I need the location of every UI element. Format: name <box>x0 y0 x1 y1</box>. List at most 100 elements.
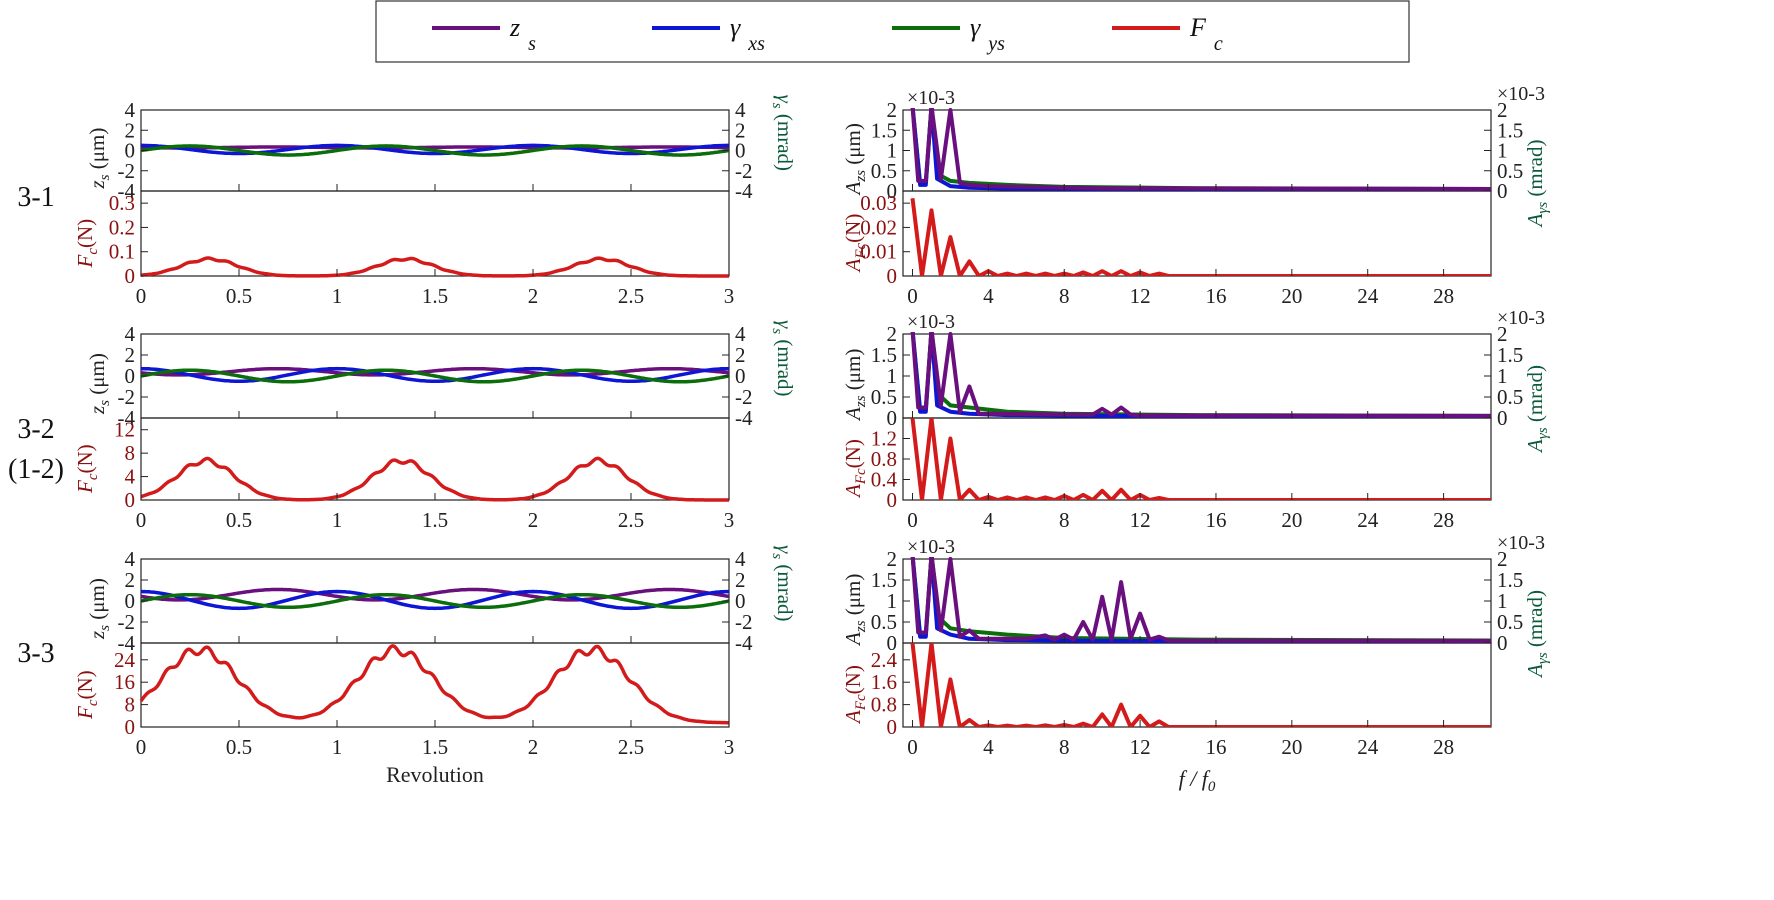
y-tick-label: 0 <box>125 488 136 512</box>
y-tick-label: 0.5 <box>871 385 897 409</box>
spectrum-zs <box>910 557 1491 643</box>
x-tick-label: 12 <box>1130 284 1151 308</box>
series-gamma-ys <box>140 592 730 610</box>
y-tick-label: 0.1 <box>109 240 135 264</box>
gamma-axis-label: γs (mrad) <box>769 545 797 622</box>
series-fc <box>139 644 730 725</box>
y-tick-label: 0 <box>1497 631 1508 655</box>
x-tick-label: 2.5 <box>618 508 644 532</box>
x-tick-label: 0 <box>136 735 147 759</box>
series-gamma-ys <box>140 144 730 157</box>
freq-top-axes <box>902 558 1492 644</box>
x-tick-label: 1.5 <box>422 735 448 759</box>
row-label: 3-1 <box>17 182 54 213</box>
spectrum-gamma-xs <box>910 332 1491 418</box>
y-tick-label: 2.4 <box>871 648 898 672</box>
x-tick-label: 12 <box>1130 508 1151 532</box>
x-tick-label: 4 <box>983 735 994 759</box>
x-tick-label: 12 <box>1130 735 1151 759</box>
x-tick-label: 2.5 <box>618 735 644 759</box>
freq-bottom-axes <box>902 190 1492 277</box>
y-tick-label: 0 <box>1497 406 1508 430</box>
y-tick-label: 2 <box>887 322 898 346</box>
spectrum-gamma-ys <box>910 108 1491 191</box>
y-tick-label: -4 <box>118 179 136 203</box>
y-tick-label: 1.5 <box>1497 568 1523 592</box>
series-gamma-ys <box>140 368 730 384</box>
zs-axis-label: zs (μm) <box>85 578 113 640</box>
y-tick-label: 0.02 <box>860 215 897 239</box>
spectrum-zs <box>910 332 1491 418</box>
y-tick-label: 0 <box>735 139 746 163</box>
gamma-axis-label: γs (mrad) <box>769 95 797 172</box>
y-tick-label: 1 <box>1497 364 1508 388</box>
freq-x-axis-title: f / f0 <box>1179 766 1216 795</box>
y-tick-label: 1.6 <box>871 670 897 694</box>
spectrum-gamma-xs <box>910 108 1491 191</box>
series-gamma-xs <box>140 589 730 611</box>
y-tick-label: 0 <box>887 715 898 739</box>
y-tick-label: 2 <box>735 568 746 592</box>
agamma-axis-label: Aγs (mrad) <box>1523 590 1551 679</box>
exponent-left: ×10-3 <box>907 536 955 558</box>
exponent-left: ×10-3 <box>907 311 955 333</box>
y-tick-label: -2 <box>118 159 136 183</box>
y-tick-label: -2 <box>735 385 753 409</box>
y-tick-label: 0.2 <box>109 215 135 239</box>
x-tick-label: 4 <box>983 508 994 532</box>
y-tick-label: 0.8 <box>871 447 897 471</box>
x-tick-label: 8 <box>1059 735 1070 759</box>
y-tick-label: 0 <box>125 715 136 739</box>
exponent-left: ×10-3 <box>907 87 955 109</box>
row-label: 3-2 <box>17 414 54 445</box>
azs-axis-label: Azs (μm) <box>841 123 869 196</box>
series-gamma-xs <box>140 366 730 384</box>
y-tick-label: 1 <box>1497 589 1508 613</box>
freq-top-axes <box>902 109 1492 192</box>
y-tick-label: 2 <box>735 343 746 367</box>
x-tick-label: 28 <box>1433 508 1454 532</box>
spectrum-fc <box>910 198 1491 276</box>
y-tick-label: 0.3 <box>109 191 135 215</box>
x-tick-label: 4 <box>983 284 994 308</box>
x-tick-label: 0.5 <box>226 508 252 532</box>
x-tick-label: 0 <box>907 508 918 532</box>
y-tick-label: 1 <box>887 364 898 388</box>
y-tick-label: 4 <box>735 322 746 346</box>
x-tick-label: 16 <box>1205 735 1226 759</box>
y-tick-label: 0.5 <box>871 159 897 183</box>
y-tick-label: 2 <box>1497 547 1508 571</box>
y-tick-label: 8 <box>125 441 136 465</box>
y-tick-label: 0 <box>887 631 898 655</box>
legend: zs γxs γys Fc <box>375 0 1410 63</box>
agamma-axis-label: Aγs (mrad) <box>1523 365 1551 454</box>
y-tick-label: 0.5 <box>871 610 897 634</box>
y-tick-label: 2 <box>735 118 746 142</box>
y-tick-label: 1.5 <box>871 568 897 592</box>
x-tick-label: 2 <box>528 508 539 532</box>
series-fc <box>140 456 730 502</box>
x-tick-label: 3 <box>724 284 735 308</box>
series-zs <box>140 366 730 377</box>
x-tick-label: 1 <box>332 735 343 759</box>
x-tick-label: 28 <box>1433 284 1454 308</box>
afc-axis-label: AFc(N) <box>841 665 869 725</box>
x-tick-label: 3 <box>724 735 735 759</box>
azs-axis-label: Azs (μm) <box>841 349 869 422</box>
y-tick-label: 1 <box>887 139 898 163</box>
y-tick-label: 4 <box>735 547 746 571</box>
x-tick-label: 2 <box>528 284 539 308</box>
y-tick-label: 2 <box>887 547 898 571</box>
y-tick-label: 16 <box>114 670 135 694</box>
y-tick-label: -2 <box>118 610 136 634</box>
legend-label-zs: zs <box>509 13 536 55</box>
x-tick-label: 24 <box>1357 735 1379 759</box>
legend-label-fc: Fc <box>1189 13 1223 55</box>
y-tick-label: 0 <box>125 139 136 163</box>
x-tick-label: 0 <box>907 735 918 759</box>
afc-axis-label: AFc(N) <box>841 214 869 274</box>
y-tick-label: 0 <box>125 264 136 288</box>
legend-label-gys: γys <box>970 13 1005 55</box>
fc-axis-label: Fc(N) <box>73 219 101 269</box>
spectrum-gamma-xs <box>910 557 1491 643</box>
